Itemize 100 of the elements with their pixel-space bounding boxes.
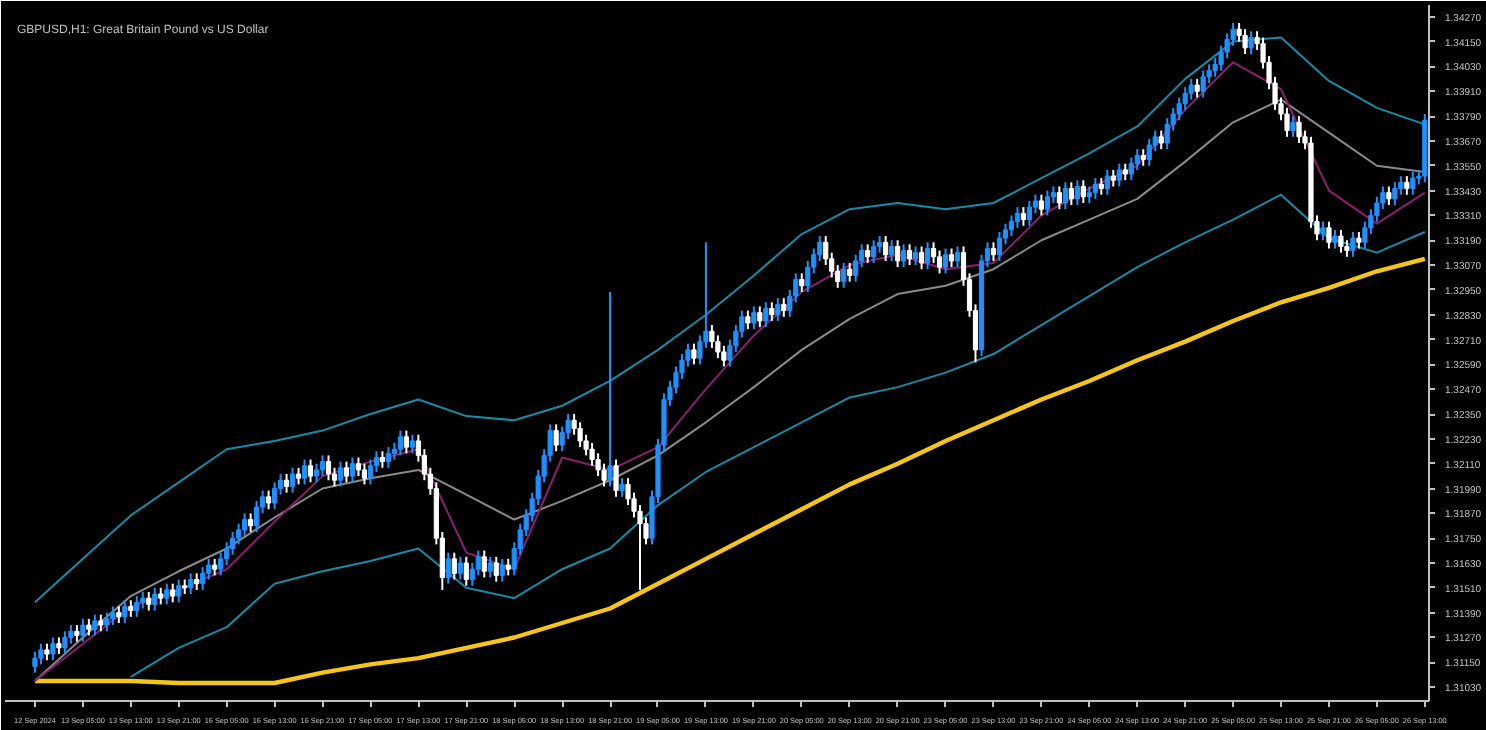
candlestick bbox=[865, 243, 871, 264]
candlestick bbox=[493, 555, 499, 583]
candlestick bbox=[457, 555, 463, 581]
candlestick bbox=[1044, 189, 1050, 217]
candlestick bbox=[248, 512, 254, 533]
candlestick bbox=[763, 301, 769, 329]
candlestick bbox=[271, 481, 278, 511]
candlestick bbox=[463, 555, 469, 587]
candlestick bbox=[146, 590, 152, 612]
candlestick bbox=[403, 429, 409, 455]
candlestick bbox=[1038, 193, 1044, 217]
candlestick bbox=[1350, 230, 1356, 258]
candlestick bbox=[397, 429, 403, 457]
candlestick bbox=[948, 247, 955, 269]
candlestick bbox=[895, 239, 901, 269]
candlestick bbox=[901, 243, 907, 269]
candlestick bbox=[1128, 156, 1134, 182]
candlestick bbox=[619, 477, 625, 498]
candlestick bbox=[349, 456, 356, 484]
candlestick bbox=[924, 241, 931, 271]
candlestick bbox=[80, 617, 86, 643]
candlestick bbox=[1062, 181, 1068, 211]
candlestick bbox=[1158, 129, 1164, 151]
candlestick bbox=[50, 636, 56, 662]
candlestick bbox=[918, 245, 925, 271]
candlestick bbox=[62, 630, 68, 656]
candlestick bbox=[1290, 115, 1296, 138]
candlestick bbox=[38, 642, 44, 666]
candlestick bbox=[254, 499, 260, 533]
candlestick bbox=[954, 245, 961, 269]
candlestick bbox=[553, 423, 559, 453]
candlestick bbox=[134, 595, 140, 618]
candlestick bbox=[451, 551, 457, 581]
candlestick bbox=[1410, 170, 1416, 196]
candlestick bbox=[481, 549, 487, 579]
candlestick bbox=[1026, 199, 1033, 227]
candlestick bbox=[409, 433, 415, 455]
candlestick bbox=[1320, 220, 1326, 242]
candlestick bbox=[1404, 175, 1410, 196]
candlestick bbox=[1200, 69, 1206, 99]
candlestick bbox=[847, 262, 853, 283]
candlestick bbox=[1338, 228, 1344, 254]
candlestick bbox=[1116, 162, 1122, 188]
candlestick bbox=[1242, 28, 1248, 56]
candlestick bbox=[355, 456, 362, 478]
candlestick bbox=[122, 599, 128, 624]
candlestick bbox=[313, 462, 320, 484]
candlestick bbox=[883, 235, 889, 262]
candlestick bbox=[266, 489, 272, 511]
candlestick bbox=[319, 454, 326, 478]
candlestick bbox=[936, 249, 943, 275]
line-series bbox=[129, 193, 1426, 678]
candlestick bbox=[176, 578, 182, 604]
candlestick bbox=[152, 586, 158, 612]
candlestick bbox=[361, 462, 368, 486]
candlestick bbox=[871, 239, 877, 264]
candlestick bbox=[1080, 179, 1086, 204]
candlestick bbox=[32, 650, 38, 674]
candlestick bbox=[301, 458, 308, 486]
candlestick bbox=[990, 241, 997, 262]
candlestick bbox=[445, 551, 451, 585]
candlestick bbox=[92, 613, 98, 637]
candlestick bbox=[1008, 214, 1015, 238]
candlestick bbox=[1104, 168, 1110, 196]
candlestick bbox=[110, 605, 116, 627]
candlestick bbox=[283, 473, 290, 494]
candlestick bbox=[367, 458, 374, 486]
candlestick bbox=[889, 239, 895, 262]
candlestick bbox=[1074, 179, 1080, 207]
candlestick bbox=[170, 582, 176, 604]
candlestick bbox=[907, 243, 913, 267]
candlestick bbox=[1386, 185, 1392, 207]
candlestick bbox=[1014, 206, 1021, 229]
candlestick bbox=[1392, 181, 1398, 207]
candlestick bbox=[337, 460, 344, 488]
candlestick bbox=[289, 466, 296, 494]
candlestick bbox=[781, 297, 787, 318]
candlestick bbox=[487, 555, 493, 579]
candlestick bbox=[745, 309, 751, 331]
candlestick bbox=[1332, 228, 1338, 250]
candlestick bbox=[841, 262, 847, 289]
candlestick bbox=[1056, 185, 1062, 211]
candlestick bbox=[1146, 137, 1152, 167]
candlestick bbox=[307, 458, 314, 484]
candlestick bbox=[996, 230, 1003, 262]
candlestick bbox=[164, 582, 170, 606]
candlestick bbox=[691, 342, 697, 366]
candlestick bbox=[769, 301, 775, 322]
candlestick bbox=[1248, 30, 1254, 56]
candlestick bbox=[343, 460, 350, 484]
candlestick bbox=[775, 297, 781, 322]
candlestick bbox=[325, 454, 332, 482]
candlestick bbox=[1326, 220, 1332, 250]
candlestick bbox=[577, 421, 583, 449]
candlestick bbox=[1296, 115, 1302, 144]
candlestick bbox=[942, 247, 949, 275]
candlestick bbox=[607, 290, 613, 488]
candlestick bbox=[757, 305, 763, 329]
candlestick bbox=[242, 512, 248, 538]
line-series bbox=[32, 256, 1428, 686]
